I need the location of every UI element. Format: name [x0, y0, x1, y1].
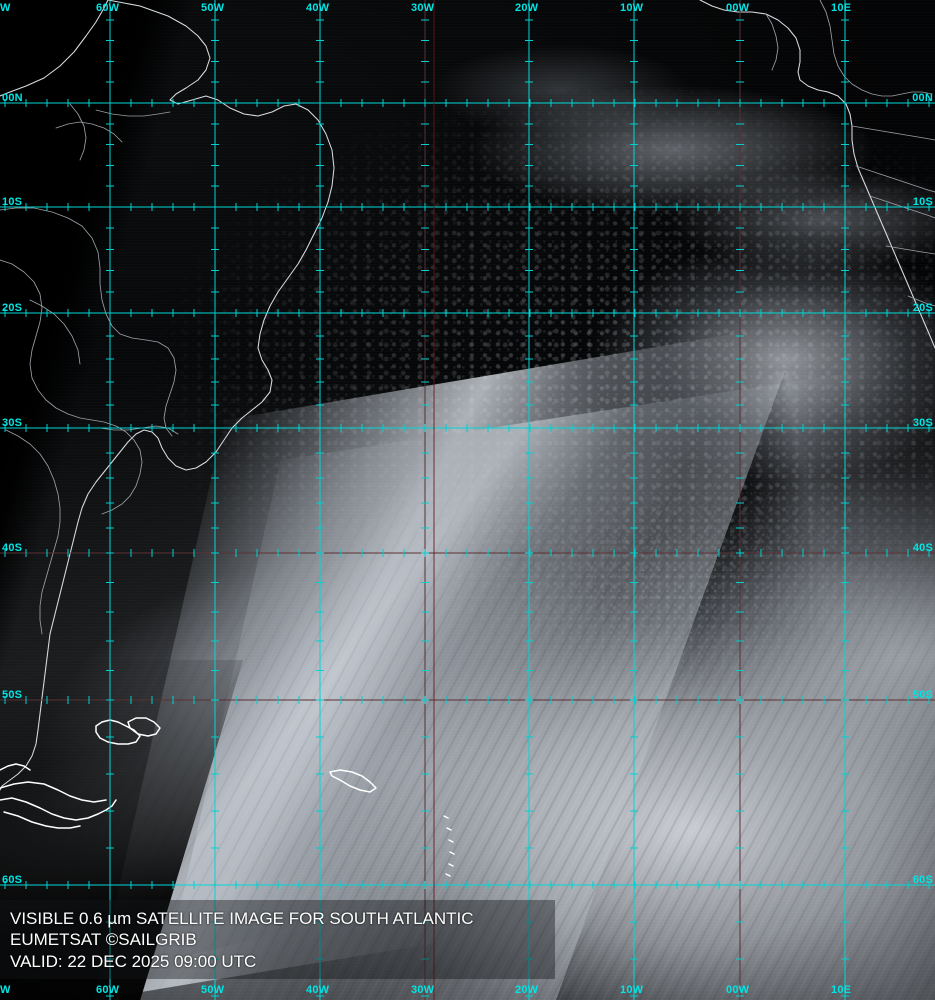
lat-label-right-30s: 30S: [912, 417, 933, 429]
lon-label-top-40w: 40W: [306, 2, 330, 14]
lon-label-bottom-00w: 00W: [726, 984, 750, 996]
lat-label-left-20s: 20S: [2, 302, 23, 314]
coastline-south-america-east: [0, 0, 335, 791]
island-falkland-east: [127, 717, 161, 737]
lon-label-bottom-20w: 20W: [515, 984, 539, 996]
lat-label-left-30s: 30S: [2, 417, 23, 429]
island-chiloe: [0, 763, 31, 771]
lon-label-top-10e: 10E: [831, 2, 852, 14]
lon-label-top-30w: 30W: [411, 2, 435, 14]
coastline-tierra-del-fuego: [0, 797, 117, 821]
border-angola-interior: [885, 245, 935, 255]
lon-label-top-60w: 60W: [96, 2, 120, 14]
lat-label-left-40s: 40S: [2, 542, 23, 554]
lat-label-left-00n: 00N: [2, 92, 23, 104]
border-venezuela-colombia: [55, 121, 123, 143]
lat-label-left-60s: 60S: [2, 874, 23, 886]
caption-line-valid: VALID: 22 DEC 2025 09:00 UTC: [10, 951, 257, 971]
island-falkland-west: [95, 719, 141, 745]
lon-label-bottom-clipped: W: [0, 984, 11, 996]
lon-label-top-50w: 50W: [201, 2, 225, 14]
lat-label-right-00n: 00N: [912, 92, 933, 104]
border-guyana-suriname: [95, 109, 171, 117]
border-bolivia-paraguay: [0, 259, 143, 515]
border-nigeria-west: [765, 13, 779, 71]
lon-label-bottom-50w: 50W: [201, 984, 225, 996]
caption-line-source: EUMETSAT ©SAILGRIB: [10, 930, 197, 950]
lon-label-top-20w: 20W: [515, 2, 539, 14]
lon-label-bottom-10w: 10W: [620, 984, 644, 996]
coastline-cape-horn-islands: [3, 811, 81, 829]
border-brazil-northwest: [0, 207, 177, 437]
border-congo-drc: [855, 165, 935, 193]
lon-label-bottom-30w: 30W: [411, 984, 435, 996]
border-peru-bolivia: [29, 299, 81, 365]
lon-label-top-clipped: W: [0, 2, 11, 14]
tick-marks: [4, 19, 930, 997]
border-gabon-congo: [851, 125, 935, 141]
border-angola-namibia: [907, 295, 935, 307]
coastline-magellan-strait: [0, 781, 107, 803]
caption-line-product: VISIBLE 0.6 µm SATELLITE IMAGE FOR SOUTH…: [10, 908, 474, 928]
lon-label-top-10w: 10W: [620, 2, 644, 14]
border-colombia-interior: [69, 103, 87, 161]
border-cameroon-chad: [819, 0, 933, 97]
coastline-africa-west: [699, 0, 935, 349]
lon-label-top-00w: 00W: [726, 2, 750, 14]
lon-label-bottom-60w: 60W: [96, 984, 120, 996]
island-south-sandwich-chain: [443, 815, 455, 877]
lon-label-bottom-40w: 40W: [306, 984, 330, 996]
border-drc-angola: [869, 195, 935, 219]
lon-label-bottom-10e: 10E: [831, 984, 852, 996]
island-south-georgia: [329, 769, 377, 793]
lat-label-right-10s: 10S: [912, 196, 933, 208]
lat-label-right-20s: 20S: [912, 302, 933, 314]
lat-label-left-10s: 10S: [2, 196, 23, 208]
border-chile-argentina: [5, 429, 61, 635]
image-caption: VISIBLE 0.6 µm SATELLITE IMAGE FOR SOUTH…: [0, 899, 555, 979]
lat-label-left-50s: 50S: [2, 689, 23, 701]
lat-label-right-60s: 60S: [912, 874, 933, 886]
lat-label-right-50s: 50S: [912, 689, 933, 701]
coastline-guyana-north: [0, 0, 109, 97]
lat-label-right-40s: 40S: [912, 542, 933, 554]
